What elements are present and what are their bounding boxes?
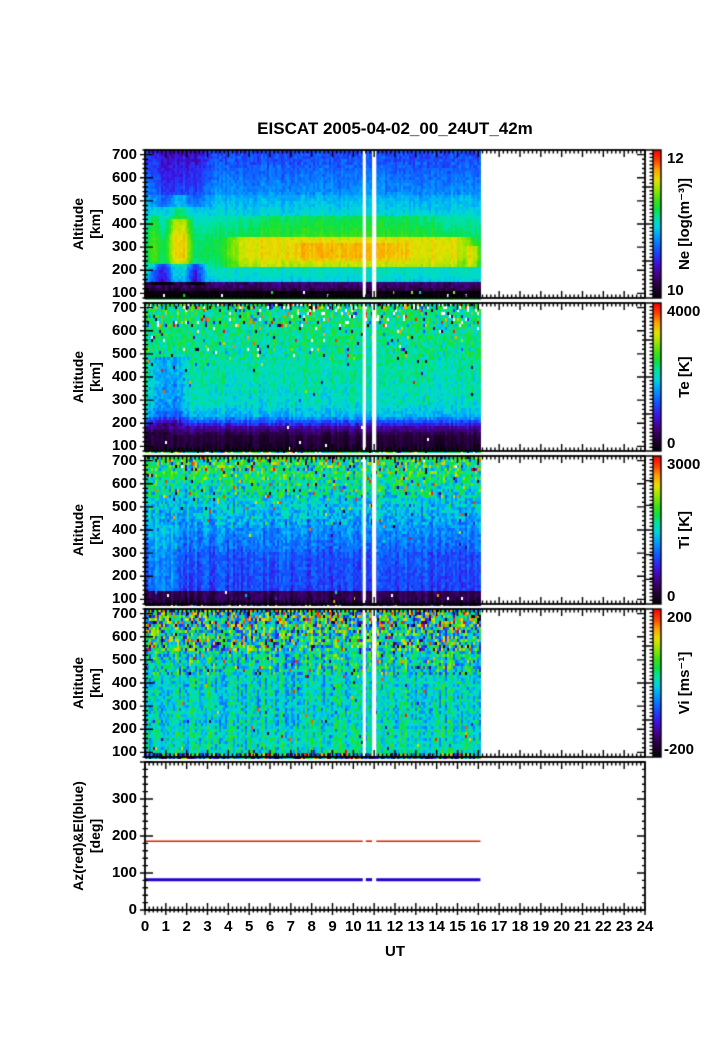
figure-title: EISCAT 2005-04-02_00_24UT_42m [257,119,533,138]
ytick-label-ti: 100 [111,590,137,608]
xtick-label-1: 1 [161,918,170,935]
ytick-label-ne: 300 [111,238,137,256]
xtick-label-4: 4 [224,918,233,935]
ytick-label-ti: 400 [111,521,137,538]
ytick-label-azel: 100 [111,864,137,881]
xtick-label-24: 24 [636,918,654,935]
ytick-label-vi: 500 [111,650,137,668]
ytick-label-te: 600 [111,321,137,339]
ytick-label-ti: 700 [111,451,137,469]
ytick-label-vi: 400 [111,674,137,691]
xtick-label-5: 5 [244,918,254,935]
xtick-label-16: 16 [469,918,487,935]
xtick-label-12: 12 [386,918,404,935]
ytick-label-vi: 300 [111,697,137,715]
xtick-label-11: 11 [366,918,383,935]
xtick-label-8: 8 [307,918,316,935]
colorbar-ne-max-label: 12 [667,150,684,167]
xtick-label-6: 6 [265,918,275,935]
ytick-label-vi: 600 [111,627,137,645]
xtick-label-2: 2 [182,918,191,935]
ytick-label-ti: 500 [111,497,137,515]
ytick-label-ne: 100 [111,284,137,302]
xtick-label-7: 7 [286,918,295,935]
xtick-label-3: 3 [203,918,212,935]
xtick-label-21: 21 [574,918,591,935]
xtick-label-13: 13 [407,918,425,935]
ytick-label-te: 400 [111,368,137,385]
ytick-label-vi: 100 [111,743,137,761]
xtick-label-22: 22 [594,918,612,935]
x-axis-title: UT [385,943,405,960]
xtick-label-0: 0 [140,918,150,935]
colorbar-title-vi: Vi [ms⁻¹] [676,651,693,715]
ylabel-ne-line1: Altitude [70,197,86,251]
colorbar-ne-min-label: 10 [667,282,684,299]
ytick-label-vi: 700 [111,604,137,622]
ylabel-vi-line1: Altitude [70,656,86,710]
ytick-label-azel: 0 [128,901,137,918]
ytick-label-ti: 200 [111,567,137,585]
ytick-label-te: 300 [111,391,137,409]
colorbar-te-max-label: 4000 [667,303,701,320]
ytick-label-ti: 600 [111,474,137,492]
ytick-label-te: 500 [111,344,137,362]
xtick-label-23: 23 [615,918,633,935]
ylabel-ti-line1: Altitude [70,503,86,557]
colorbar-title-ne: Ne [log(m⁻³)] [676,177,693,271]
colorbar-title-te: Te [K] [676,356,693,398]
xtick-label-20: 20 [553,918,570,935]
colorbar-vi-min-label: -200 [664,741,695,758]
ytick-label-ti: 300 [111,544,137,562]
ytick-label-ne: 200 [111,261,137,279]
xtick-label-9: 9 [328,918,337,935]
ylabel-azel-line1: Az(red)&El(blue) [70,781,86,891]
ytick-label-ne: 600 [111,168,137,186]
colorbar-ti-min-label: 0 [667,588,676,605]
ytick-label-azel: 200 [111,827,137,844]
colorbar-te-min-label: 0 [667,435,676,452]
xtick-label-19: 19 [532,918,550,935]
ytick-label-te: 200 [111,414,137,432]
ylabel-te-line1: Altitude [70,350,86,404]
ytick-label-te: 700 [111,298,137,316]
ytick-label-ne: 500 [111,191,137,209]
xtick-label-15: 15 [449,918,466,935]
colorbar-title-ti: Ti [K] [676,510,693,550]
ytick-label-te: 100 [111,437,137,455]
colorbar-ti-max-label: 3000 [667,456,701,473]
ytick-label-ne: 400 [111,215,137,232]
ytick-label-ne: 700 [111,145,137,163]
xtick-label-17: 17 [490,918,508,935]
ytick-label-vi: 200 [111,720,137,738]
xtick-label-10: 10 [344,918,362,935]
colorbar-vi-max-label: 200 [667,609,693,626]
xtick-label-18: 18 [511,918,529,935]
xtick-label-14: 14 [428,918,445,935]
ytick-label-azel: 300 [111,790,137,807]
